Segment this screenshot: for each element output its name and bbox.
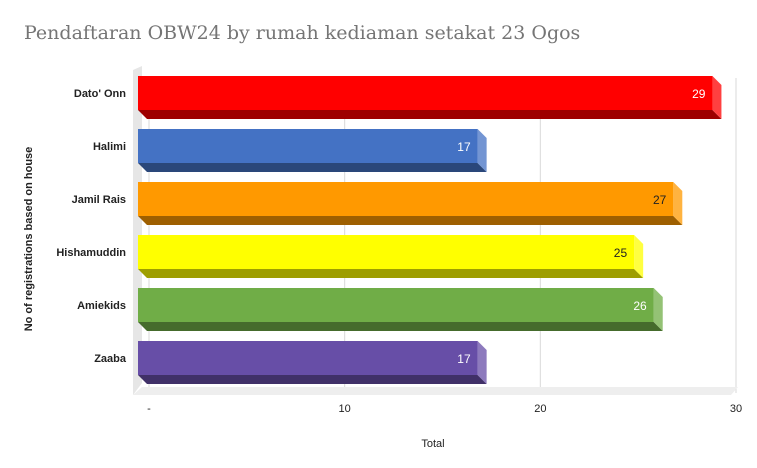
bar-bottom-face [138, 163, 487, 172]
bar-end-face [477, 129, 487, 172]
x-tick-label: 10 [339, 403, 351, 415]
bar-end-face [712, 76, 722, 119]
data-label: 26 [633, 299, 647, 313]
x-axis-label: Total [421, 438, 445, 450]
category-label: Hishamuddin [56, 247, 126, 259]
category-label: Amiekids [77, 300, 126, 312]
x-tick-label: 30 [730, 403, 742, 415]
bar [138, 76, 713, 110]
data-label: 27 [653, 193, 667, 207]
bar-end-face [477, 341, 487, 384]
bar-bottom-face [138, 216, 683, 225]
category-label: Halimi [93, 141, 126, 153]
bar [138, 182, 674, 216]
category-label: Zaaba [94, 353, 127, 365]
bar [138, 341, 478, 375]
chart-title: Pendaftaran OBW24 by rumah kediaman seta… [24, 22, 581, 44]
data-label: 17 [457, 140, 471, 154]
chart-floor [133, 387, 738, 395]
bar-end-face [653, 288, 663, 331]
bar-end-face [634, 235, 644, 278]
x-tick-label: - [147, 403, 151, 415]
data-label: 25 [614, 246, 628, 260]
bar [138, 235, 635, 269]
bar-bottom-face [138, 110, 722, 119]
category-label: Dato' Onn [74, 88, 126, 100]
bar-bottom-face [138, 322, 663, 331]
x-tick-label: 20 [534, 403, 546, 415]
data-label: 29 [692, 87, 706, 101]
bar-bottom-face [138, 269, 644, 278]
data-label: 17 [457, 352, 471, 366]
bar [138, 129, 478, 163]
category-label: Jamil Rais [72, 194, 126, 206]
bar-end-face [673, 182, 683, 225]
bar-bottom-face [138, 375, 487, 384]
bar [138, 288, 654, 322]
